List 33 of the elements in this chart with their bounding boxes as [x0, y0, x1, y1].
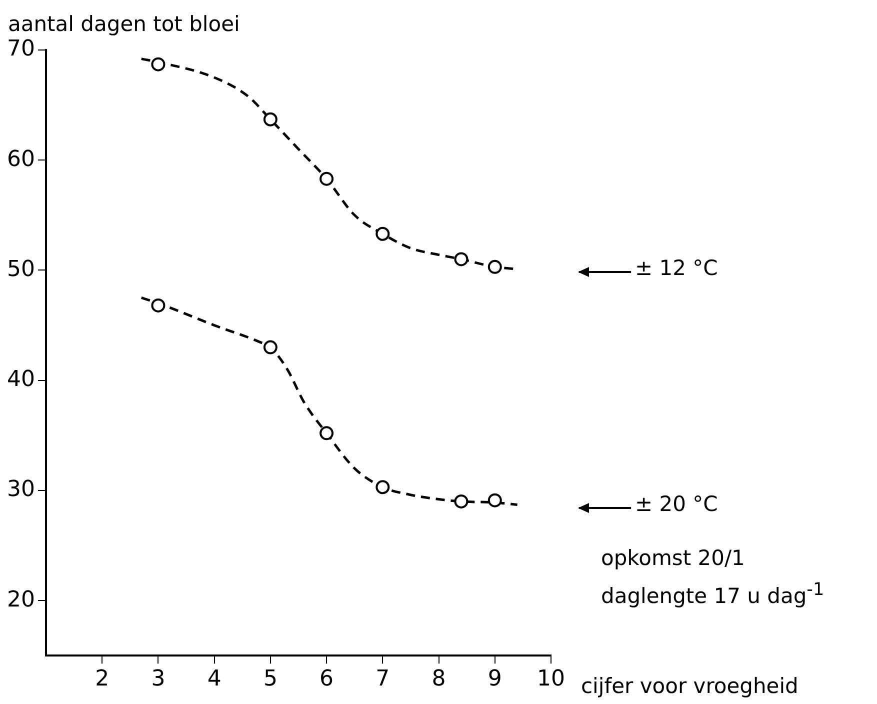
y-tick-label: 70 — [6, 36, 35, 62]
point — [263, 340, 278, 354]
point — [320, 172, 334, 186]
point — [488, 260, 502, 274]
text: opkomst 20/1 — [601, 546, 745, 570]
text: ± 12 °C — [635, 256, 718, 280]
point — [454, 252, 468, 266]
text: ± 20 °C — [635, 492, 718, 516]
x-tick-label: 3 — [151, 666, 166, 692]
x-tick-label: 6 — [320, 666, 334, 692]
x-tick-label: 7 — [376, 666, 390, 692]
point — [488, 493, 502, 508]
x-axis-title: cijfer voor vroegheid — [581, 674, 798, 698]
x-tick-label: 9 — [488, 666, 502, 692]
x-tick-label: 8 — [432, 666, 446, 692]
point — [151, 57, 166, 72]
y-tick-label: 60 — [6, 146, 35, 172]
point — [376, 480, 390, 494]
point — [263, 112, 278, 126]
y-tick-label: 50 — [6, 256, 35, 282]
y-tick-label: 40 — [6, 367, 35, 392]
point — [454, 494, 468, 508]
text: daglengte 17 u dag$^{-1}$ — [601, 580, 824, 608]
point — [151, 298, 166, 312]
y-tick-label: 20 — [6, 587, 35, 612]
y-axis-title: aantal dagen tot bloei — [8, 12, 240, 36]
x-tick-label: 4 — [207, 666, 222, 692]
point — [320, 426, 334, 440]
y-tick-label: 30 — [6, 477, 35, 502]
x-tick-label: 5 — [263, 666, 278, 692]
x-tick-label: 10 — [537, 666, 565, 692]
x-tick-label: 2 — [95, 666, 110, 692]
point — [376, 226, 390, 241]
